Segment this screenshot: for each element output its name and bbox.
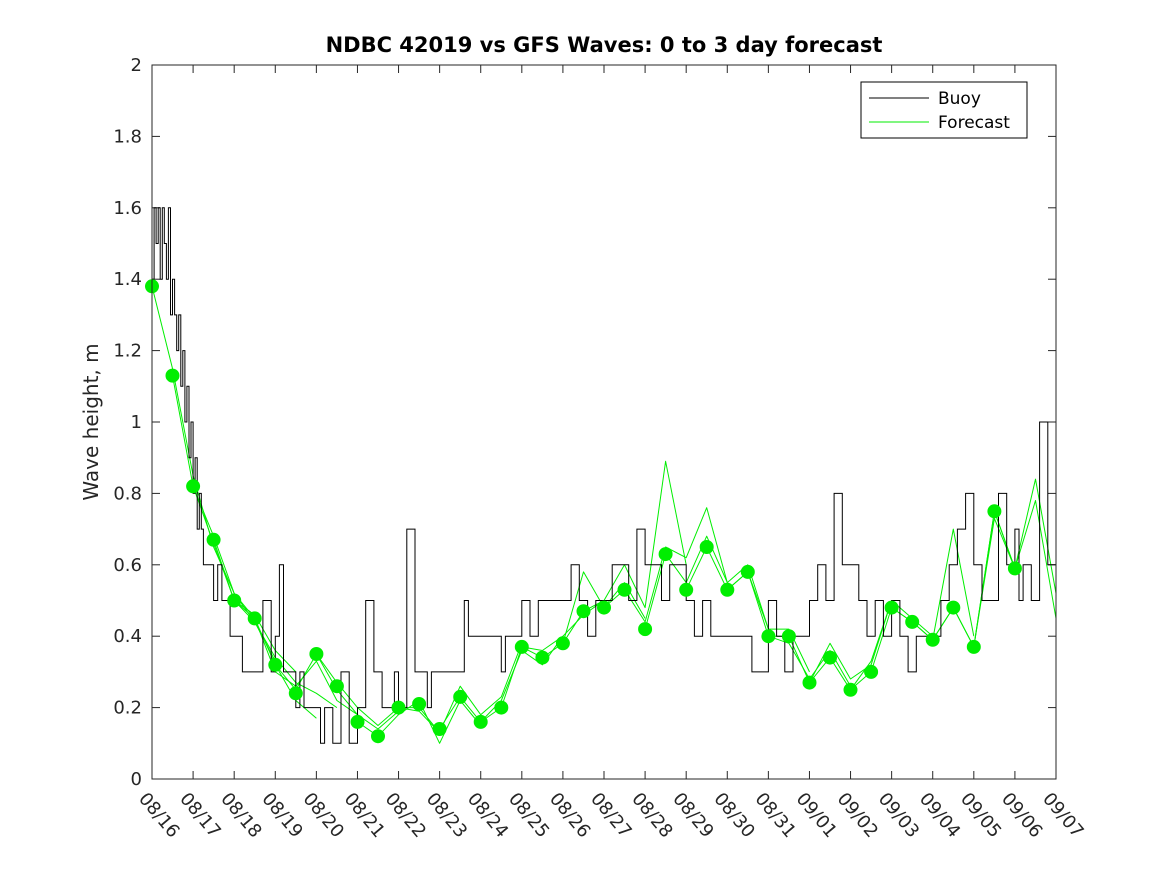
y-tick-labels: 0 0.2 0.4 0.6 0.8 1 1.2 1.4 1.6 1.8 2 — [113, 55, 142, 790]
y-axis-label: Wave height, m — [79, 343, 103, 500]
forecast-marker — [453, 689, 468, 704]
plot-area — [152, 65, 1056, 779]
forecast-marker — [206, 532, 221, 547]
legend-buoy-label: Buoy — [938, 89, 981, 109]
forecast-marker — [555, 636, 570, 651]
forecast-marker — [247, 611, 262, 626]
forecast-marker — [823, 650, 837, 665]
forecast-markers — [145, 279, 1022, 744]
forecast-marker — [1007, 561, 1022, 576]
forecast-marker — [987, 504, 1002, 519]
forecast-marker — [432, 722, 447, 736]
forecast-marker — [514, 639, 529, 654]
y-tick-label: 1.6 — [113, 198, 142, 219]
forecast-marker — [186, 479, 201, 494]
y-tick-label: 0.8 — [113, 483, 142, 504]
legend-box — [860, 81, 1028, 139]
forecast-marker — [535, 650, 550, 665]
forecast-marker — [905, 614, 920, 629]
y-tick-label: 0.2 — [113, 698, 142, 719]
legend-forecast-label: Forecast — [938, 113, 1010, 133]
forecast-marker — [473, 714, 488, 729]
forecast-marker — [391, 700, 406, 715]
forecast-marker — [884, 600, 899, 615]
forecast-marker — [617, 582, 632, 597]
forecast-marker — [371, 729, 385, 744]
forecast-marker — [966, 639, 981, 654]
legend: Buoy Forecast — [860, 81, 1028, 139]
forecast-marker — [227, 593, 242, 608]
forecast-marker — [843, 682, 858, 697]
forecast-marker — [329, 679, 344, 694]
forecast-marker — [781, 629, 796, 644]
y-tick-label: 1.4 — [113, 269, 142, 290]
y-tick-label: 1.2 — [113, 341, 142, 362]
forecast-marker — [268, 657, 283, 672]
forecast-marker — [494, 700, 509, 715]
y-tick-label: 1 — [131, 412, 142, 433]
forecast-marker — [309, 647, 324, 661]
y-tick-label: 0 — [131, 769, 142, 790]
forecast-marker — [761, 629, 776, 644]
forecast-marker — [699, 540, 714, 554]
y-tick-label: 0.6 — [113, 555, 142, 576]
plot-frame — [151, 64, 1057, 780]
forecast-marker — [946, 600, 961, 615]
forecast-marker — [740, 564, 755, 579]
y-tick-label: 0.4 — [113, 626, 142, 647]
forecast-marker — [925, 632, 940, 647]
forecast-marker — [720, 582, 735, 597]
forecast-marker — [412, 697, 427, 711]
forecast-marker — [576, 604, 591, 619]
y-tick-label: 1.8 — [113, 126, 142, 147]
forecast-marker — [802, 675, 817, 690]
forecast-marker — [658, 547, 673, 562]
forecast-marker — [350, 714, 365, 729]
forecast-marker — [638, 622, 653, 637]
forecast-marker — [597, 600, 611, 615]
forecast-marker — [864, 664, 879, 679]
y-tick-label: 2 — [131, 55, 142, 76]
forecast-marker — [165, 368, 180, 383]
chart-title: NDBC 42019 vs GFS Waves: 0 to 3 day fore… — [326, 33, 883, 57]
forecast-marker — [679, 582, 694, 597]
forecast-marker — [288, 686, 303, 701]
